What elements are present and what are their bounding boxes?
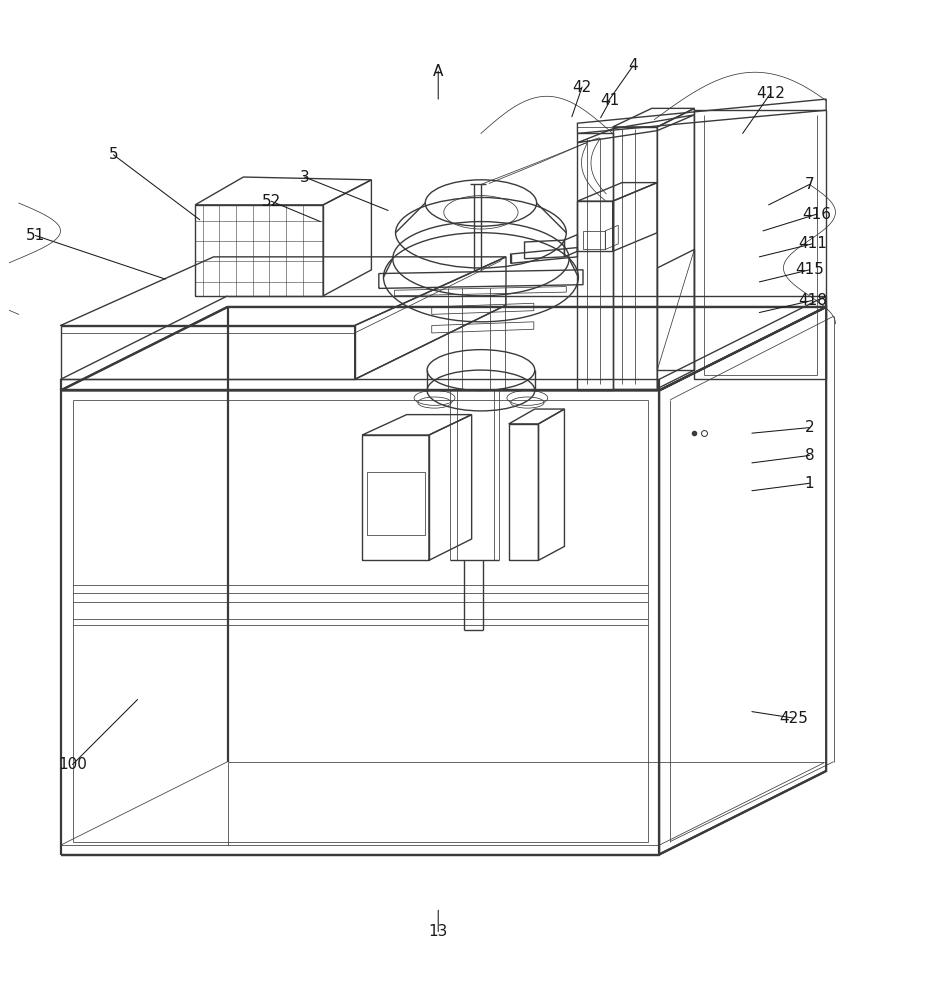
Text: 42: 42 xyxy=(572,80,592,95)
Text: 1: 1 xyxy=(805,476,814,491)
Text: 425: 425 xyxy=(779,711,808,726)
Text: 415: 415 xyxy=(795,262,824,277)
Text: 411: 411 xyxy=(797,236,827,251)
Text: 418: 418 xyxy=(797,293,827,308)
Text: 100: 100 xyxy=(58,757,87,772)
Text: 8: 8 xyxy=(805,448,814,463)
Text: 416: 416 xyxy=(802,207,831,222)
Text: 41: 41 xyxy=(600,93,619,108)
Text: 51: 51 xyxy=(26,228,45,243)
Text: 4: 4 xyxy=(628,58,638,73)
Text: 3: 3 xyxy=(299,170,310,185)
Text: A: A xyxy=(433,64,443,79)
Text: 5: 5 xyxy=(109,147,118,162)
Text: 13: 13 xyxy=(429,924,448,939)
Text: 52: 52 xyxy=(261,194,281,209)
Text: 2: 2 xyxy=(805,420,814,435)
Text: 412: 412 xyxy=(756,86,785,101)
Text: 7: 7 xyxy=(805,177,814,192)
